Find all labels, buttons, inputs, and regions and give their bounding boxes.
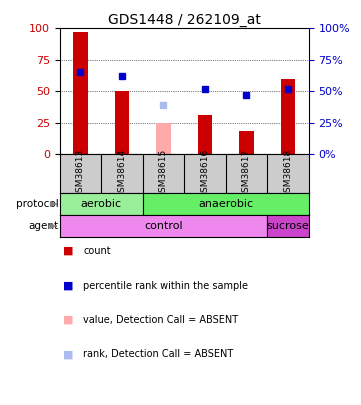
Text: GSM38618: GSM38618 — [283, 149, 292, 198]
Text: aerobic: aerobic — [81, 199, 122, 209]
Text: sucrose: sucrose — [266, 221, 309, 231]
Text: anaerobic: anaerobic — [198, 199, 253, 209]
Bar — [197, 115, 212, 154]
Text: percentile rank within the sample: percentile rank within the sample — [83, 281, 248, 290]
Text: agent: agent — [29, 221, 59, 231]
Text: GSM38617: GSM38617 — [242, 149, 251, 198]
Text: ■: ■ — [63, 281, 74, 290]
Text: count: count — [83, 246, 111, 256]
Text: GSM38616: GSM38616 — [200, 149, 209, 198]
Text: rank, Detection Call = ABSENT: rank, Detection Call = ABSENT — [83, 350, 233, 359]
Bar — [114, 92, 129, 154]
Text: GSM38614: GSM38614 — [117, 149, 126, 198]
Text: protocol: protocol — [16, 199, 59, 209]
Bar — [73, 32, 88, 154]
Text: GSM38613: GSM38613 — [76, 149, 85, 198]
Text: ■: ■ — [63, 315, 74, 325]
Text: ■: ■ — [63, 246, 74, 256]
Bar — [156, 123, 171, 154]
Text: control: control — [144, 221, 183, 231]
Text: ■: ■ — [63, 350, 74, 359]
Text: GSM38615: GSM38615 — [159, 149, 168, 198]
Bar — [280, 79, 295, 154]
Text: value, Detection Call = ABSENT: value, Detection Call = ABSENT — [83, 315, 238, 325]
Bar — [239, 130, 254, 154]
Title: GDS1448 / 262109_at: GDS1448 / 262109_at — [108, 13, 261, 27]
